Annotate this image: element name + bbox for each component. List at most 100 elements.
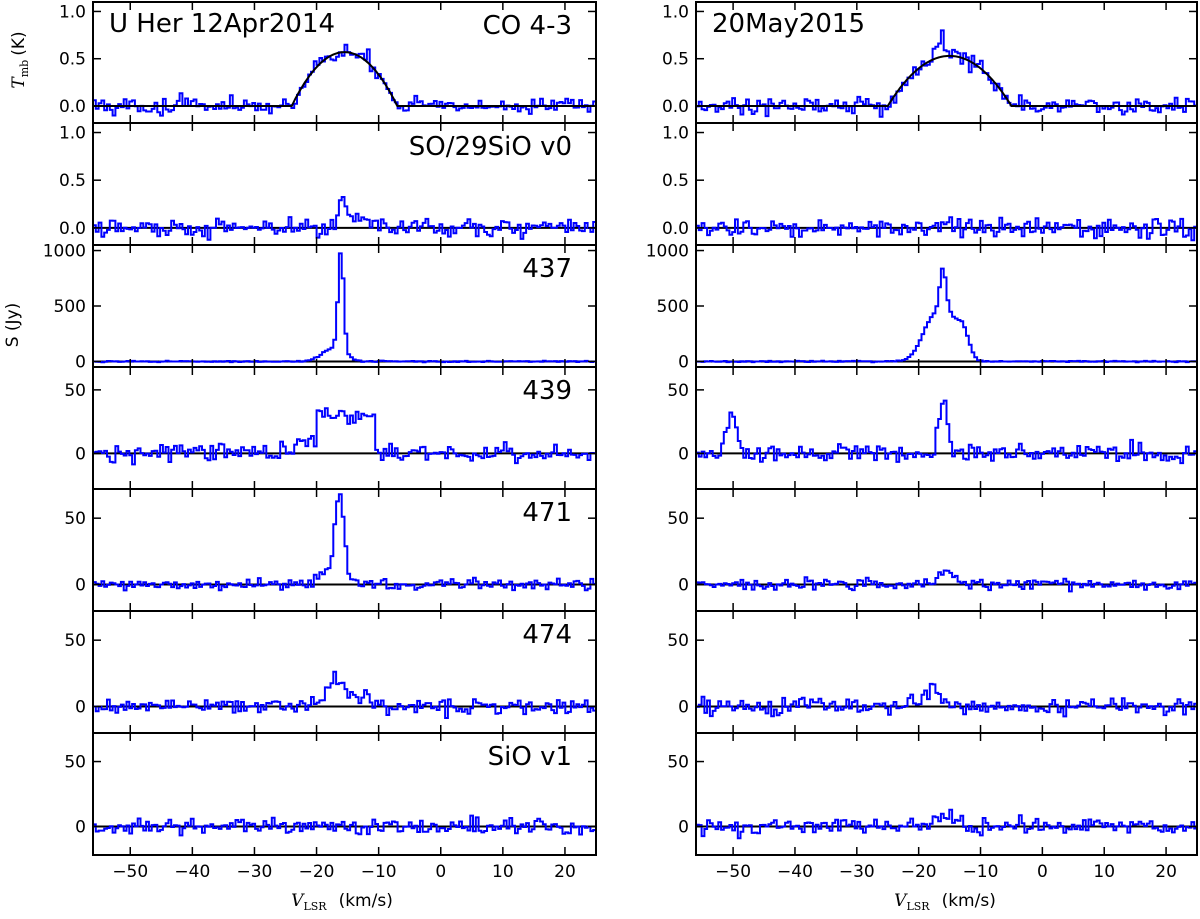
y-tick-label: 50	[667, 631, 689, 651]
panel-frame	[92, 610, 597, 734]
y-tick-label: 0	[678, 817, 689, 837]
spectrum-line	[93, 407, 596, 466]
x-tick-label: −20	[901, 862, 937, 882]
line-label: CO 4-3	[483, 11, 572, 41]
svg-text:S (Jy): S (Jy)	[3, 303, 23, 348]
epoch-title: U Her 12Apr2014	[109, 9, 335, 39]
y-tick-label: 500	[54, 297, 86, 317]
panel-sio-v1-col1: 0 50 −50 −40 −30 −20 −10 0 10 20 SiO v1	[64, 732, 597, 882]
spectra-panels: 0.0 0.5 1.0 CO 4-3 U Her 12Apr2014 0.0 0.5 1.0 2…	[43, 1, 1198, 882]
x-tick-label: 20	[1155, 862, 1177, 882]
panel-471-col2: 0 50	[667, 488, 1198, 612]
panel-frame	[695, 488, 1198, 612]
y-tick-label: 0	[75, 817, 86, 837]
panel-439-col1: 0 50 439	[64, 366, 597, 490]
spectrum-line	[93, 43, 596, 117]
y-tick-label: 0	[75, 352, 86, 372]
x-tick-label: −50	[112, 862, 148, 882]
svg-text:Tmb(K): Tmb(K)	[9, 31, 31, 88]
fit-curve	[93, 51, 595, 107]
spectrum-line	[696, 214, 1197, 242]
y-tick-label: 50	[667, 753, 689, 773]
x-tick-label: −30	[237, 862, 273, 882]
y-tick-label: 0.5	[662, 50, 689, 70]
y-tick-label: 50	[667, 509, 689, 529]
panel-co-4-3-col1: 0.0 0.5 1.0 CO 4-3 U Her 12Apr2014	[59, 1, 597, 124]
spectrum-line	[696, 569, 1197, 593]
y-tick-label: 1000	[646, 242, 689, 262]
panel-frame	[92, 366, 597, 490]
svg-text:VLSR(km/s): VLSR (km/s)	[894, 891, 996, 913]
x-axis-label-left: VLSR (km/s)	[291, 891, 393, 913]
x-tick-label: 20	[554, 862, 576, 882]
y-tick-label: 0	[75, 575, 86, 595]
y-tick-label: 0	[75, 697, 86, 717]
y-tick-label: 500	[657, 297, 689, 317]
panel-so-29sio-v0-col1: 0.0 0.5 1.0 SO/29SiO v0	[59, 122, 597, 246]
panel-frame	[92, 488, 597, 612]
x-tick-label: 0	[435, 862, 446, 882]
spectrum-line	[696, 682, 1197, 718]
y-tick-label: 0	[678, 697, 689, 717]
y-tick-label: 50	[64, 631, 86, 651]
x-tick-label: −30	[839, 862, 875, 882]
x-tick-label: −10	[361, 862, 397, 882]
panel-co-4-3-col2: 0.0 0.5 1.0 20May2015	[662, 1, 1198, 124]
y-tick-label: 0.0	[662, 219, 689, 239]
panel-so-29sio-v0-col2: 0.0 0.5 1.0	[662, 122, 1198, 246]
y-tick-label: 50	[667, 381, 689, 401]
line-label: 439	[522, 376, 572, 406]
y-tick-label: 0.0	[59, 219, 86, 239]
x-tick-label: 10	[492, 862, 514, 882]
y-tick-label: 1000	[43, 242, 86, 262]
panel-471-col1: 0 50 471	[64, 488, 597, 612]
y-tick-label: 50	[64, 381, 86, 401]
y-tick-label: 1.0	[59, 124, 86, 144]
y-axis-label-tmb: Tmb(K)	[9, 31, 31, 88]
y-tick-label: 0.5	[59, 50, 86, 70]
x-axis-label-right: VLSR (km/s)	[894, 891, 996, 913]
panel-437-col1: 0 500 1000 437	[43, 242, 597, 372]
panel-frame	[695, 366, 1198, 490]
y-tick-label: 0	[678, 352, 689, 372]
spectrum-line	[696, 267, 1197, 364]
panel-474-col1: 0 50 474	[64, 610, 597, 734]
y-tick-label: 1.0	[662, 124, 689, 144]
y-tick-label: 50	[64, 509, 86, 529]
spectrum-line	[93, 814, 596, 837]
svg-text:VLSR(km/s): VLSR (km/s)	[291, 891, 393, 913]
line-label: SiO v1	[488, 742, 572, 772]
spectrum-line	[696, 399, 1197, 465]
y-tick-label: 50	[64, 753, 86, 773]
y-tick-label: 0.0	[662, 97, 689, 117]
panel-474-col2: 0 50	[667, 610, 1198, 734]
fit-curve	[696, 54, 1196, 107]
x-tick-label: −40	[174, 862, 210, 882]
y-tick-label: 0.5	[59, 171, 86, 191]
y-tick-label: 0	[678, 575, 689, 595]
y-axis-label-flux: S (Jy)	[3, 303, 23, 348]
line-label: SO/29SiO v0	[409, 132, 572, 162]
panel-frame	[92, 732, 597, 856]
spectrum-line	[696, 29, 1197, 118]
line-label: 471	[522, 498, 572, 528]
panel-frame	[695, 732, 1198, 856]
spectrum-line	[93, 493, 596, 592]
y-tick-label: 0	[75, 444, 86, 464]
panel-439-col2: 0 50	[667, 366, 1198, 490]
x-tick-label: 0	[1037, 862, 1048, 882]
spectrum-line	[93, 252, 596, 364]
line-label: 474	[522, 620, 572, 650]
x-tick-label: −20	[299, 862, 335, 882]
y-tick-label: 0.0	[59, 97, 86, 117]
y-tick-label: 1.0	[662, 2, 689, 22]
y-tick-label: 1.0	[59, 2, 86, 22]
epoch-title: 20May2015	[712, 9, 865, 39]
x-tick-label: −50	[715, 862, 751, 882]
panel-frame	[695, 244, 1198, 368]
panel-sio-v1-col2: 0 50 −50 −40 −30 −20 −10 0 10 20	[667, 732, 1198, 882]
y-tick-label: 0.5	[662, 171, 689, 191]
panel-437-col2: 0 500 1000	[646, 242, 1198, 372]
x-tick-label: 10	[1093, 862, 1115, 882]
